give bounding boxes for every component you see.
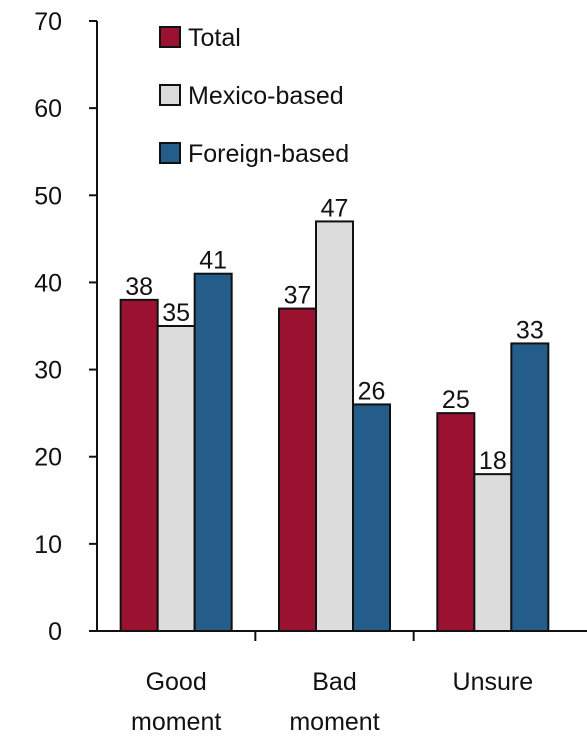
data-label: 47 [321,194,349,222]
x-axis: Good moment Bad moment Unsure [97,630,587,736]
bar [156,325,196,632]
x-category-label: moment [289,708,379,736]
y-tick-label: 60 [34,95,62,123]
data-labels: 38 35 41 37 47 26 25 18 33 [125,194,543,475]
legend-swatch [159,26,181,48]
data-label: 41 [199,247,227,275]
legend: Total Mexico-based Foreign-based [159,24,349,168]
y-tick-label: 70 [34,8,62,36]
legend-swatch [159,84,181,106]
y-tick-label: 40 [34,269,62,297]
x-category-label: moment [131,708,221,736]
bars [119,220,550,633]
bar [278,307,317,632]
bar [510,342,550,632]
legend-label: Total [188,24,241,52]
bar [119,298,159,632]
legend-swatch [159,142,181,164]
data-label: 33 [516,316,544,344]
y-tick-label: 10 [34,531,62,559]
x-category-label: Good [146,668,207,696]
y-axis: 0 10 20 30 40 50 60 70 [34,8,98,646]
data-label: 26 [358,377,386,405]
x-category-label: Bad [312,668,356,696]
y-tick-label: 20 [34,444,62,472]
y-tick-label: 50 [34,182,62,210]
legend-label: Foreign-based [188,140,349,168]
y-tick-label: 30 [34,357,62,385]
bar [473,473,513,632]
x-category-label: Unsure [453,668,534,696]
y-tick-label: 0 [48,618,62,646]
data-label: 38 [125,273,153,301]
bar [193,272,233,632]
bar [436,412,476,632]
data-label: 35 [162,299,190,327]
bar [315,220,354,633]
data-label: 18 [479,447,507,475]
data-label: 37 [284,282,312,310]
data-label: 25 [442,386,470,414]
legend-label: Mexico-based [188,82,344,110]
bar [352,403,391,632]
